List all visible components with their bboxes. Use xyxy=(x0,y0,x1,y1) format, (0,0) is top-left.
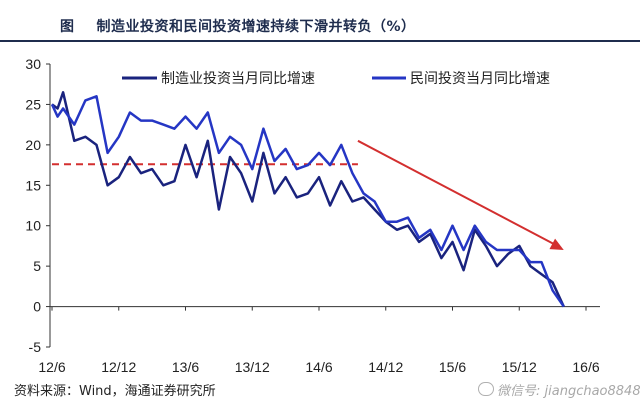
trend-arrow-line xyxy=(357,139,557,246)
watermark-text: 微信号: jiangchao8848 xyxy=(497,384,640,399)
x-tick-label: 15/12 xyxy=(502,359,537,375)
figure-title-text: 制造业投资和民间投资增速持续下滑并转负（%） xyxy=(96,19,416,35)
source-note: 资料来源：Wind，海通证券研究所 xyxy=(14,384,216,399)
x-tick-label: 14/12 xyxy=(368,359,403,375)
watermark: 微信号: jiangchao8848 xyxy=(478,380,640,399)
x-tick-label: 14/6 xyxy=(305,359,332,375)
y-tick-label: 5 xyxy=(33,258,41,274)
x-tick-label: 12/12 xyxy=(101,359,136,375)
figure-label: 图 xyxy=(60,19,75,35)
legend-label: 民间投资当月同比增速 xyxy=(410,71,550,87)
y-tick-label: 25 xyxy=(25,96,41,112)
x-tick-label: 15/6 xyxy=(439,359,466,375)
series-line-private xyxy=(50,95,565,308)
x-tick-label: 13/6 xyxy=(172,359,199,375)
series-line-manufacturing xyxy=(51,91,565,308)
x-tick-label: 13/12 xyxy=(235,359,270,375)
figure-title: 图 制造业投资和民间投资增速持续下滑并转负（%） xyxy=(0,0,640,42)
y-tick-label: 0 xyxy=(33,299,41,315)
x-tick-label: 16/6 xyxy=(572,359,599,375)
wechat-icon xyxy=(478,382,494,396)
y-tick-label: -5 xyxy=(29,339,42,355)
legend-label: 制造业投资当月同比增速 xyxy=(161,71,315,87)
y-tick-label: 15 xyxy=(25,177,41,193)
y-tick-label: 20 xyxy=(25,137,41,153)
trend-arrow-head xyxy=(549,238,564,250)
y-tick-label: 30 xyxy=(25,56,41,72)
y-tick-label: 10 xyxy=(25,218,41,234)
x-tick-label: 12/6 xyxy=(38,359,65,375)
